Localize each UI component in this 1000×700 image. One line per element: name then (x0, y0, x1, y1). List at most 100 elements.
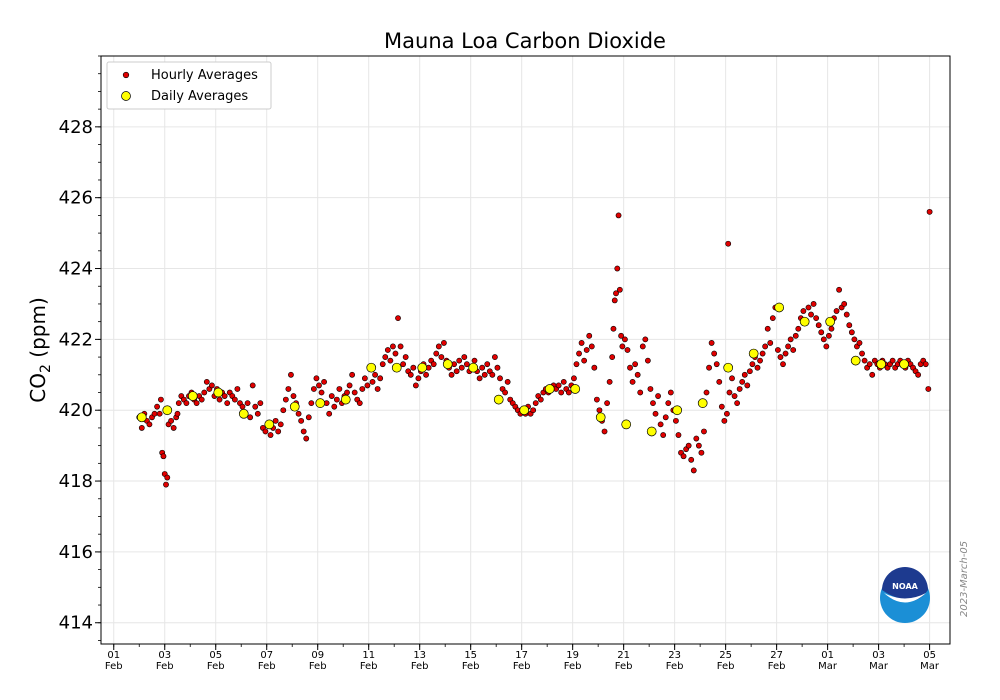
hourly-point (586, 332, 593, 339)
daily-point (162, 405, 173, 416)
x-tick-label-month: Feb (360, 661, 378, 672)
hourly-point (711, 350, 718, 357)
daily-point (391, 362, 402, 373)
hourly-point (614, 265, 621, 272)
daily-point (340, 394, 351, 405)
hourly-point (346, 382, 353, 389)
hourly-point (729, 375, 735, 382)
hourly-point (596, 407, 603, 414)
hourly-point (680, 453, 687, 460)
hourly-point (239, 403, 246, 410)
x-tick-label-month: Mar (869, 661, 889, 672)
hourly-point (377, 375, 384, 382)
gridlines (101, 56, 950, 644)
hourly-point (861, 357, 868, 364)
daily-point (799, 316, 810, 327)
hourly-point (869, 371, 876, 378)
daily-point (264, 419, 275, 430)
hourly-point (489, 371, 496, 378)
hourly-point (721, 417, 728, 424)
hourly-point (433, 350, 440, 357)
hourly-point (642, 336, 649, 343)
hourly-point (739, 378, 746, 385)
hourly-point (724, 410, 730, 417)
hourly-point (275, 428, 282, 435)
y-tick-label: 424 (59, 259, 93, 280)
hourly-point (637, 389, 644, 396)
daily-point (366, 362, 377, 373)
hourly-point (695, 442, 702, 449)
hourly-point (657, 421, 664, 428)
y-tick-label: 422 (59, 329, 93, 350)
hourly-point (158, 396, 164, 403)
hourly-point (818, 329, 825, 336)
hourly-point (151, 410, 158, 417)
y-axis-label: CO2 (ppm) (26, 297, 54, 402)
hourly-point (163, 481, 169, 488)
daily-point (519, 405, 530, 416)
hourly-point (234, 386, 241, 392)
hourly-point (316, 382, 322, 389)
hourly-point (461, 354, 468, 360)
hourly-point (331, 403, 338, 410)
hourly-point (441, 340, 447, 346)
hourly-point (504, 378, 511, 385)
hourly-point (785, 343, 792, 350)
x-tick-label-day: 01 (821, 650, 834, 661)
hourly-point (407, 371, 414, 378)
hourly-point (382, 354, 389, 360)
hourly-point (866, 361, 873, 368)
hourly-point (392, 350, 399, 357)
hourly-point (856, 340, 863, 346)
hourly-point (193, 400, 200, 407)
hourly-point (249, 382, 256, 389)
hourly-point (632, 361, 639, 368)
hourly-point (859, 350, 865, 357)
hourly-point (688, 456, 695, 463)
y-axis: 414 416 418 420 422 424 426 428 (59, 55, 101, 641)
hourly-point (647, 386, 654, 392)
daily-point (850, 355, 861, 366)
hourly-point (634, 371, 641, 378)
hourly-point (754, 364, 761, 371)
hourly-point (481, 371, 488, 378)
x-tick-label-day: 13 (413, 650, 426, 661)
noaa-logo-top (882, 567, 928, 601)
hourly-point (889, 357, 896, 364)
hourly-point (565, 389, 572, 396)
hourly-point (262, 428, 269, 435)
hourly-point (231, 396, 238, 403)
hourly-point (843, 311, 850, 318)
hourly-point (673, 417, 679, 424)
hourly-point (836, 286, 842, 293)
hourly-point (530, 407, 537, 414)
hourly-point (160, 453, 167, 460)
hourly-point (170, 425, 177, 431)
hourly-point (463, 361, 470, 368)
hourly-point (725, 240, 732, 247)
hourly-point (619, 343, 626, 350)
x-tick-label-day: 03 (872, 650, 885, 661)
daily-point (697, 398, 708, 408)
x-tick-label-day: 17 (515, 650, 528, 661)
hourly-point (606, 378, 613, 385)
hourly-point (372, 371, 378, 378)
hourly-point (823, 343, 830, 350)
hourly-point (374, 386, 381, 392)
hourly-point (267, 432, 274, 438)
x-tick-label-day: 11 (362, 650, 375, 661)
hourly-point (359, 386, 366, 392)
legend-hourly-label: Hourly Averages (151, 68, 258, 83)
hourly-point (435, 343, 442, 350)
hourly-point (593, 396, 600, 403)
hourly-point (613, 290, 619, 297)
hourly-point (402, 354, 409, 360)
hourly-point (795, 325, 802, 332)
hourly-point (290, 393, 297, 399)
hourly-point (825, 332, 832, 339)
daily-point (315, 398, 326, 408)
daily-point (493, 394, 504, 405)
hourly-point (708, 340, 715, 346)
hourly-point (221, 393, 228, 399)
daily-point (595, 412, 606, 423)
